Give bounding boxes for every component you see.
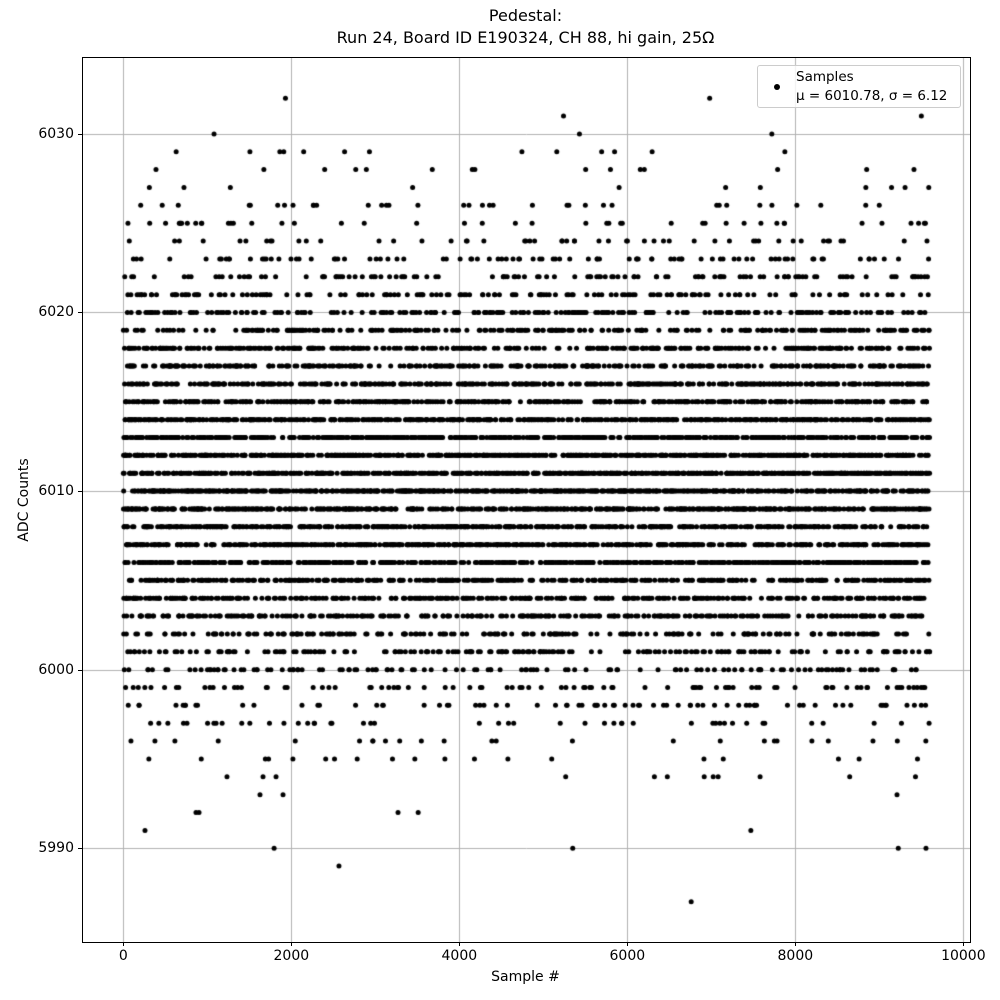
y-tick-label: 5990: [38, 840, 74, 857]
legend-series-label: Samples: [796, 68, 854, 85]
x-axis-label: Sample #: [491, 969, 560, 985]
x-tick-mark: [122, 942, 124, 946]
y-tick-label: 6020: [38, 304, 74, 321]
legend-text: Samples μ = 6010.78, σ = 6.12: [796, 68, 947, 106]
x-tick-label: 4000: [441, 948, 478, 964]
x-tick-label: 0: [118, 948, 128, 964]
y-tick-label: 6010: [38, 483, 74, 500]
x-tick-mark: [794, 942, 796, 946]
y-tick-mark: [78, 669, 82, 671]
y-axis-label: ADC Counts: [16, 458, 32, 542]
y-tick-label: 6000: [38, 661, 74, 678]
legend-stats-label: μ = 6010.78, σ = 6.12: [796, 87, 948, 104]
y-tick-mark: [78, 133, 82, 135]
legend-marker-column: [758, 83, 796, 90]
x-tick-label: 2000: [273, 948, 310, 964]
scatter-canvas: [83, 58, 970, 942]
chart-title-line1: Pedestal:: [488, 6, 563, 25]
y-tick-mark: [78, 491, 82, 493]
y-tick-mark: [78, 848, 82, 850]
legend: Samples μ = 6010.78, σ = 6.12: [757, 65, 961, 108]
x-tick-mark: [962, 942, 964, 946]
x-tick-mark: [290, 942, 292, 946]
x-tick-label: 8000: [777, 948, 814, 964]
x-tick-label: 10000: [941, 948, 986, 964]
x-tick-label: 6000: [609, 948, 646, 964]
x-tick-mark: [458, 942, 460, 946]
y-tick-mark: [78, 312, 82, 314]
legend-sample-marker-icon: [774, 83, 780, 90]
chart-title-line2: Run 24, Board ID E190324, CH 88, hi gain…: [336, 28, 715, 47]
x-tick-mark: [626, 942, 628, 946]
y-tick-label: 6030: [38, 125, 74, 142]
plot-area: [82, 57, 971, 943]
